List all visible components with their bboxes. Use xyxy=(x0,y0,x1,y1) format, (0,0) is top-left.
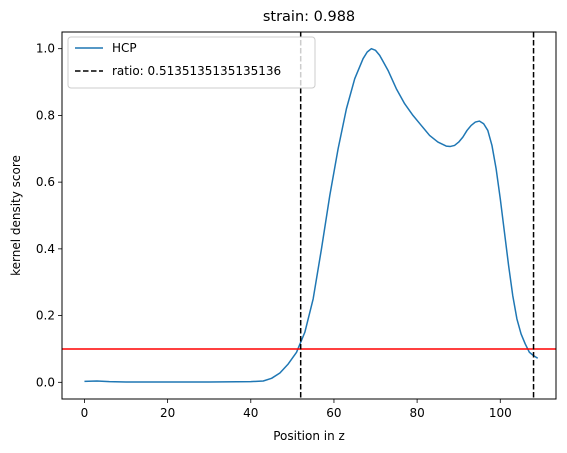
x-tick-label: 40 xyxy=(243,406,258,420)
x-tick-label: 0 xyxy=(81,406,89,420)
legend-label-ratio: ratio: 0.5135135135135136 xyxy=(112,64,281,78)
legend-label-hcp: HCP xyxy=(112,41,137,55)
x-tick-label: 80 xyxy=(409,406,424,420)
y-tick-label: 0.4 xyxy=(36,242,55,256)
y-tick-label: 0.6 xyxy=(36,175,55,189)
plot-frame xyxy=(61,31,557,400)
x-tick-label: 100 xyxy=(489,406,512,420)
legend: HCP ratio: 0.5135135135135136 xyxy=(67,36,316,89)
x-axis-ticks: 0 20 40 60 80 100 xyxy=(81,399,512,420)
x-tick-label: 60 xyxy=(326,406,341,420)
y-tick-label: 0.2 xyxy=(36,309,55,323)
chart-title: strain: 0.988 xyxy=(263,9,355,25)
y-tick-label: 1.0 xyxy=(36,42,55,56)
y-tick-label: 0.8 xyxy=(36,108,55,122)
y-tick-label: 0.0 xyxy=(36,375,55,389)
y-axis-label: kernel density score xyxy=(9,155,23,276)
series-line-hcp xyxy=(84,47,539,383)
y-axis-ticks: 0.0 0.2 0.4 0.6 0.8 1.0 xyxy=(36,42,62,389)
legend-box xyxy=(67,36,316,89)
x-tick-label: 20 xyxy=(160,406,175,420)
plot-area xyxy=(62,32,556,399)
x-axis-label: Position in z xyxy=(273,429,345,443)
